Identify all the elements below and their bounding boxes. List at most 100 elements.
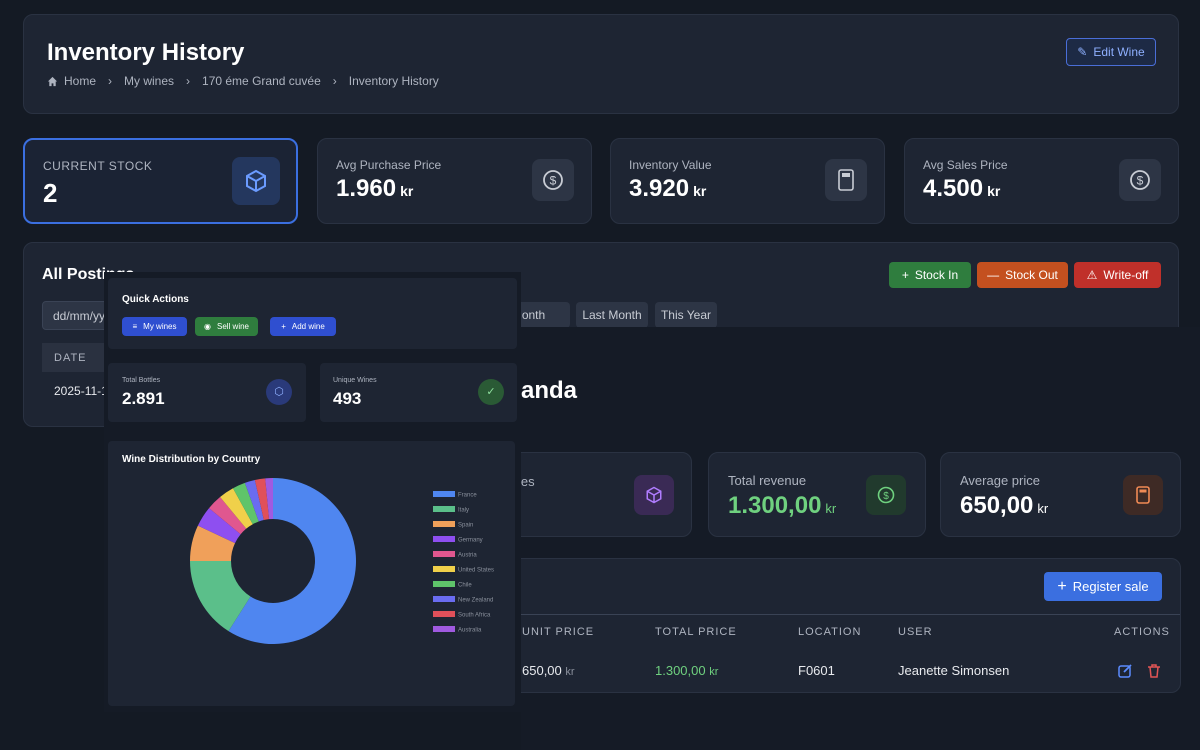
separator: ›: [332, 74, 337, 88]
dollar-icon: $: [1119, 159, 1161, 201]
stat-card: Avg Sales Price 4.500 kr $: [904, 138, 1179, 224]
column-header: TOTAL PRICE: [655, 626, 737, 638]
stat-card: Total revenue 1.300,00 kr $: [708, 452, 926, 537]
legend-swatch: [433, 521, 455, 527]
stat-label: Total revenue: [728, 473, 807, 488]
column-header: DATE: [54, 352, 87, 364]
pie-slice: [265, 478, 273, 520]
edit-wine-button[interactable]: ✎ Edit Wine: [1066, 38, 1156, 66]
cube-icon: ⬡: [266, 379, 292, 405]
stat-value: 493: [333, 389, 362, 408]
dollar-icon: $: [866, 475, 906, 515]
delete-icon[interactable]: [1146, 663, 1162, 679]
stat-card: Unique Wines 493 ✓: [320, 363, 517, 422]
legend-label: France: [458, 493, 477, 499]
stock-out-button[interactable]: — Stock Out: [977, 262, 1068, 288]
stat-card: Avg Purchase Price 1.960 kr $: [317, 138, 592, 224]
stat-label: Unique Wines: [333, 377, 377, 384]
add-wine-button[interactable]: + Add wine: [270, 317, 336, 336]
legend-label: South Africa: [458, 613, 491, 619]
stat-value: 2: [43, 178, 58, 208]
svg-text:$: $: [550, 174, 557, 188]
legend-label: United States: [458, 568, 494, 574]
unit: kr: [693, 183, 707, 199]
button-label: Register sale: [1072, 579, 1149, 594]
legend-swatch: [433, 611, 455, 617]
dollar-icon: $: [532, 159, 574, 201]
cell: 650,00: [522, 663, 562, 678]
chart-card: Wine Distribution by Country France Italy…: [108, 441, 515, 706]
stat-value: 4.500: [923, 175, 984, 202]
legend-swatch: [433, 506, 455, 512]
stat-value: 1.300,00: [728, 492, 822, 519]
unit: kr: [987, 183, 1001, 199]
stat-card: CURRENT STOCK 2: [23, 138, 298, 224]
pie-slice: [254, 478, 270, 521]
stat-label: les: [518, 474, 535, 489]
cube-icon: [232, 157, 280, 205]
unit: kr: [1037, 501, 1049, 516]
quick-actions-card: Quick Actions ≡ My wines ◉ Sell wine + Add …: [108, 278, 517, 349]
card-title: Quick Actions: [122, 294, 189, 305]
edit-icon[interactable]: [1117, 663, 1133, 679]
legend-swatch: [433, 596, 455, 602]
legend-label: Chile: [458, 583, 472, 589]
stat-label: Avg Sales Price: [923, 158, 1008, 172]
edit-icon: ✎: [1077, 45, 1088, 59]
filter-button[interactable]: This Year: [655, 302, 717, 328]
header-card: Inventory History Home › My wines › 170 ém…: [23, 14, 1179, 114]
write-off-button[interactable]: ⚠ Write-off: [1074, 262, 1161, 288]
calculator-icon: [825, 159, 867, 201]
stat-label: CURRENT STOCK: [43, 159, 153, 173]
my-wines-button[interactable]: ≡ My wines: [122, 317, 187, 336]
stat-label: Total Bottles: [122, 377, 161, 384]
cell: 2025-11-12: [54, 384, 115, 398]
pie-slice: [244, 479, 264, 522]
legend-swatch: [433, 551, 455, 557]
check-icon: ✓: [478, 379, 504, 405]
stat-card: Average price 650,00 kr: [940, 452, 1181, 537]
column-header: UNIT PRICE: [522, 626, 595, 638]
stat-value: 2.891: [122, 389, 165, 408]
wine-heading: anda: [521, 377, 578, 404]
stat-label: Average price: [960, 473, 1040, 488]
unit: kr: [825, 501, 837, 516]
pie-slice: [228, 478, 356, 644]
breadcrumb[interactable]: Home: [64, 74, 97, 88]
button-label: Edit Wine: [1093, 45, 1145, 59]
stock-in-button[interactable]: + Stock In: [889, 262, 971, 288]
legend-label: Australia: [458, 628, 482, 634]
button-label: Add wine: [291, 322, 325, 331]
button-label: Write-off: [1103, 268, 1149, 282]
calculator-icon: [1123, 475, 1163, 515]
legend-label: Spain: [458, 523, 473, 529]
column-header: LOCATION: [798, 626, 862, 638]
cell: F0601: [798, 663, 835, 678]
stat-card: Inventory Value 3.920 kr: [610, 138, 885, 224]
sales-panel: anda les Total revenue 1.300,00 kr $ Aver…: [491, 327, 1200, 750]
stat-value: 3.920: [629, 175, 690, 202]
legend-label: Italy: [458, 508, 469, 514]
unit: kr: [709, 666, 719, 678]
filter-button[interactable]: Last Month: [576, 302, 648, 328]
breadcrumb[interactable]: 170 éme Grand cuvée: [202, 74, 321, 88]
button-label: Stock Out: [1005, 268, 1058, 282]
register-sale-button[interactable]: + Register sale: [1044, 572, 1162, 601]
sell-wine-button[interactable]: ◉ Sell wine: [195, 317, 258, 336]
stat-label: Avg Purchase Price: [336, 158, 442, 172]
cell: Jeanette Simonsen: [898, 663, 1010, 678]
cell: 1.300,00: [655, 663, 706, 678]
cube-icon: [634, 475, 674, 515]
legend-label: Austria: [458, 553, 477, 559]
button-label: Stock In: [914, 268, 959, 282]
separator: ›: [108, 74, 113, 88]
button-label: Sell wine: [216, 322, 249, 331]
pie-slice: [233, 482, 259, 525]
legend-swatch: [433, 566, 455, 572]
page-title: Inventory History: [47, 39, 245, 66]
divider: [492, 614, 1180, 615]
breadcrumb[interactable]: My wines: [124, 74, 175, 88]
column-header: ACTIONS: [1114, 626, 1170, 638]
pie-slice: [197, 508, 241, 544]
